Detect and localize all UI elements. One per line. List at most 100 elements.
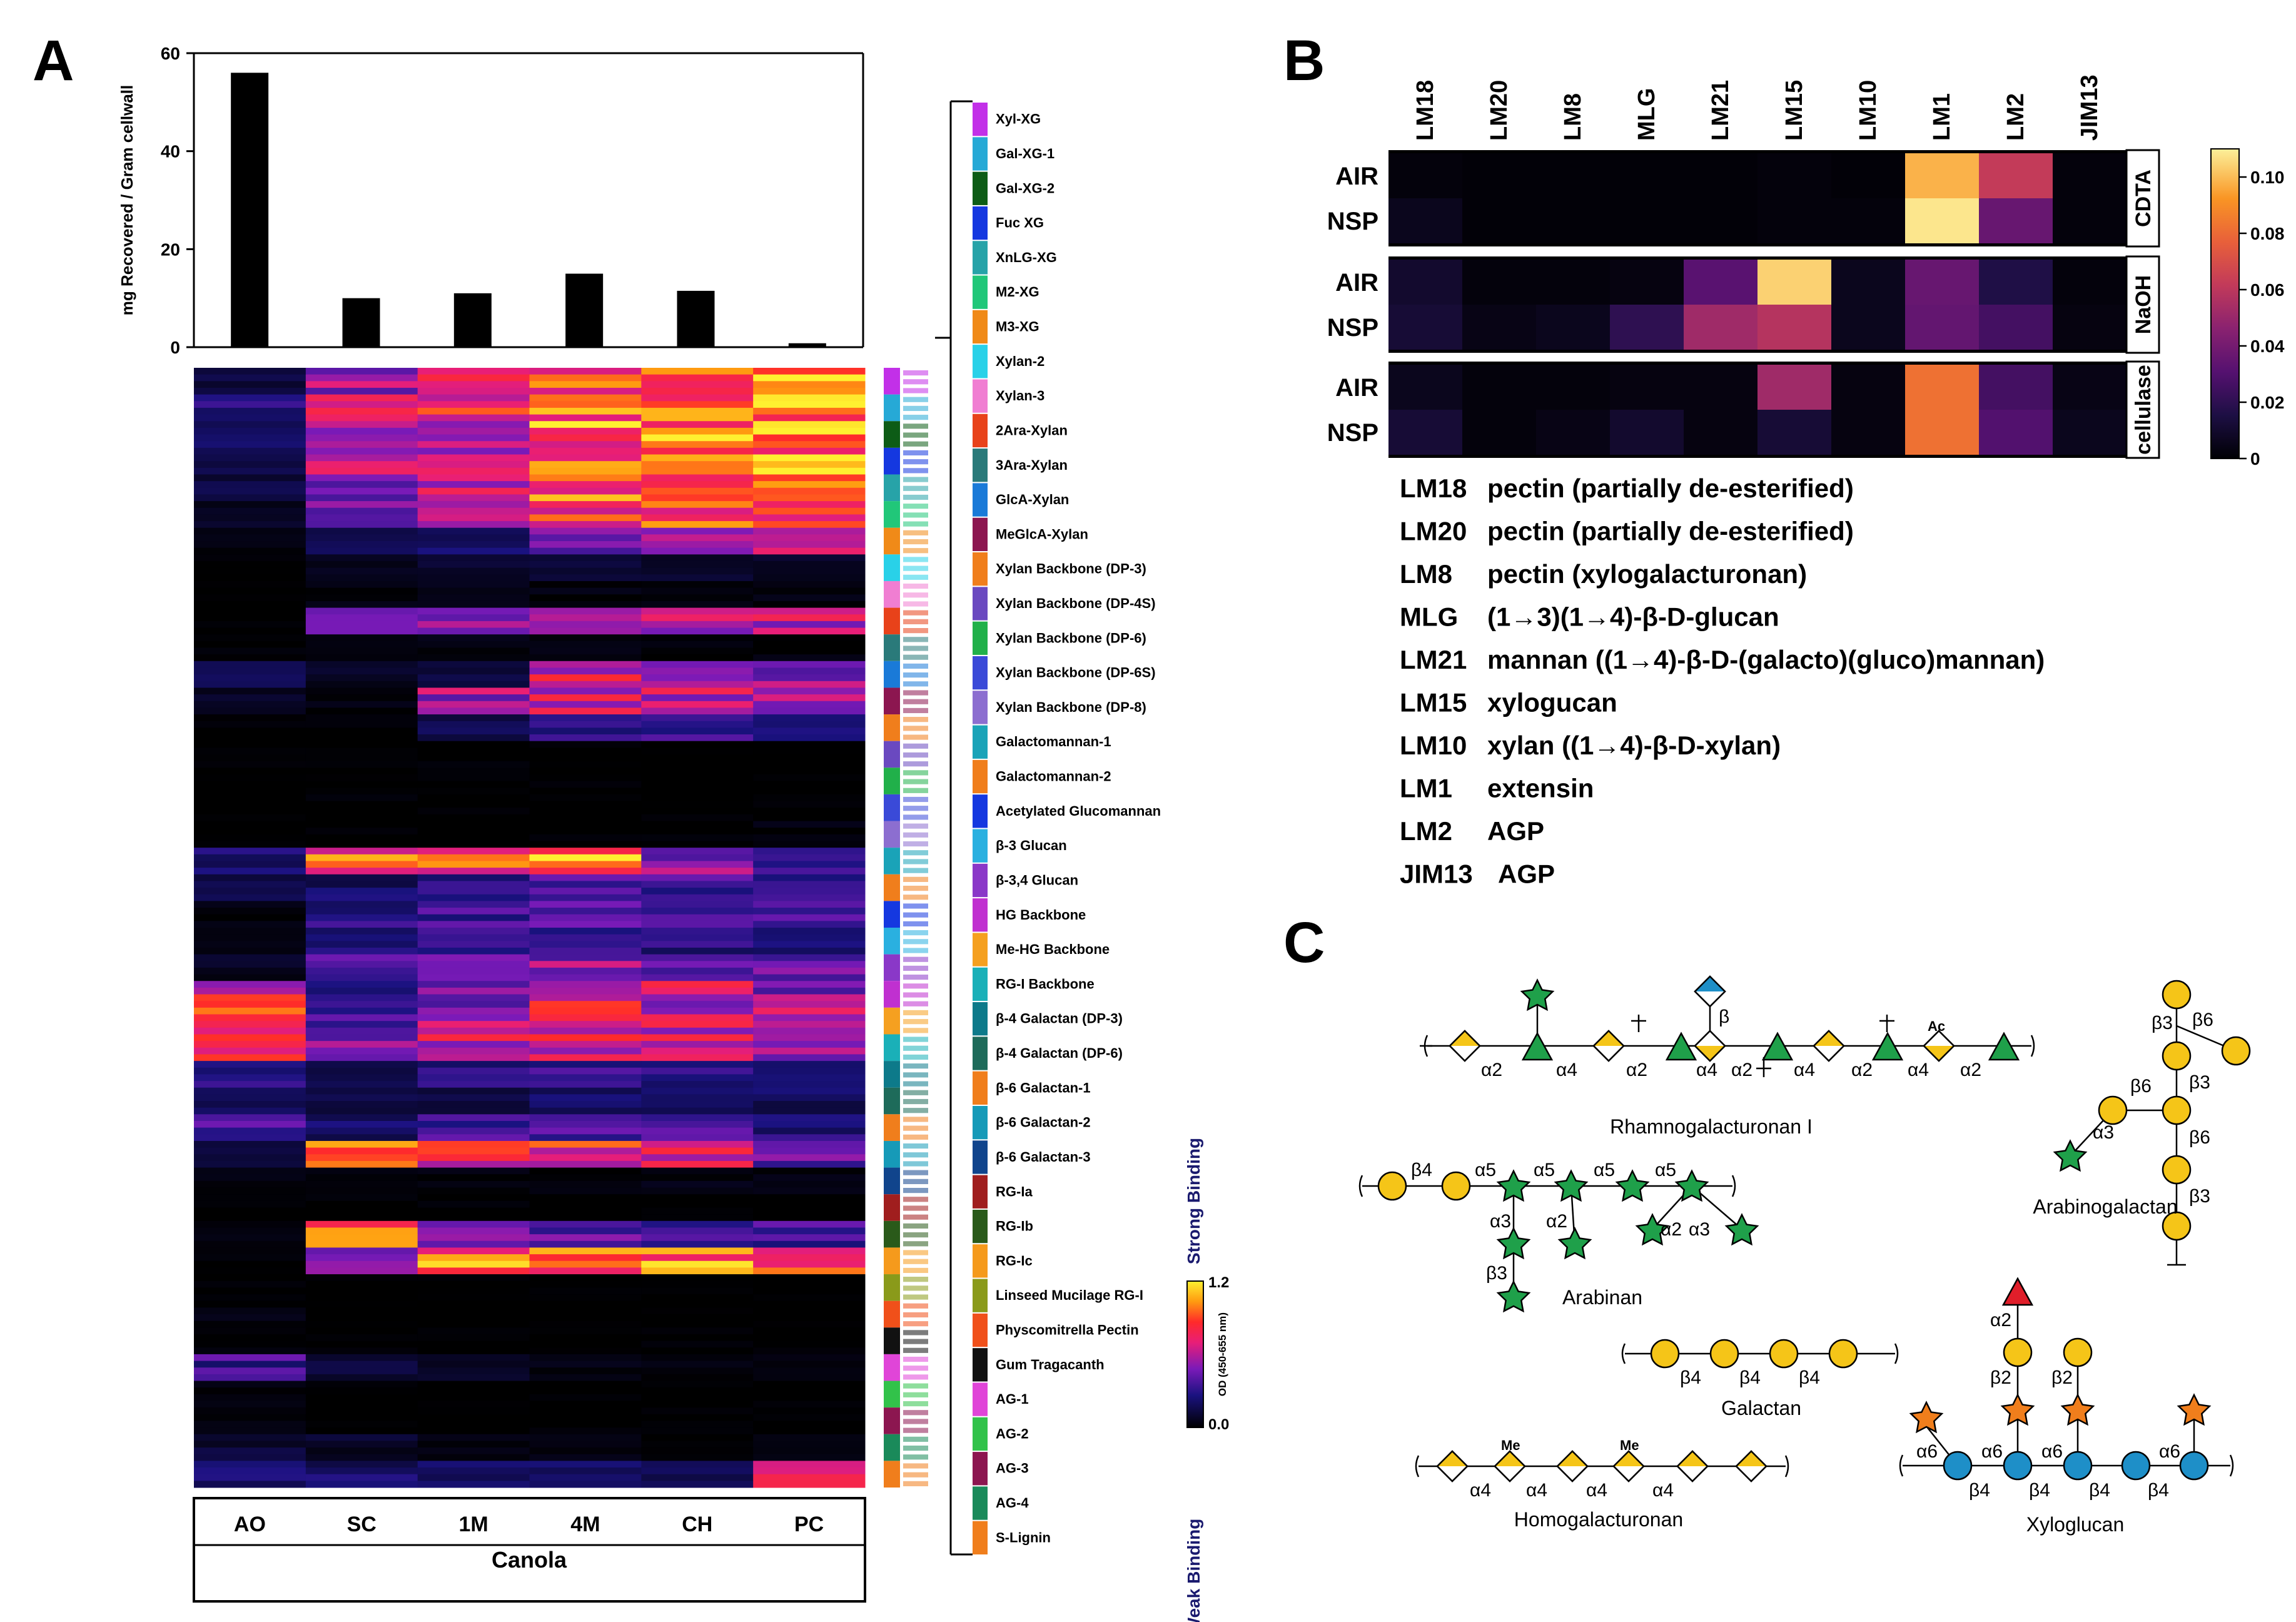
cluster-tiny-label — [903, 1178, 928, 1184]
heatmap-cell — [417, 828, 530, 835]
heatmap-cell — [305, 461, 418, 469]
heatmap-cell — [753, 1447, 866, 1455]
heatmap-cell — [417, 501, 530, 509]
heatmap-cell — [305, 661, 418, 668]
cluster-tiny-label — [903, 1427, 928, 1433]
heatmap-cell — [417, 1260, 530, 1268]
b-cbar-tick-label: 0.02 — [2250, 393, 2285, 412]
heatmap-cell — [417, 1381, 530, 1388]
b-col-label: LM20 — [1486, 80, 1512, 141]
heatmap-cell — [529, 808, 642, 815]
heatmap-cell — [305, 941, 418, 948]
heatmap-cell — [305, 1247, 418, 1255]
cluster-tiny-label — [903, 1161, 928, 1167]
cluster-tiny-label — [903, 1339, 928, 1344]
heatmap-cell — [641, 961, 754, 968]
heatmap-cell — [753, 934, 866, 941]
heatmap-cell — [529, 748, 642, 755]
heatmap-cell — [529, 634, 642, 642]
linkage-label: α4 — [1526, 1480, 1547, 1501]
linkage-label: β4 — [1411, 1160, 1432, 1180]
heatmap-col-label: SC — [347, 1513, 377, 1536]
heatmap-cell — [641, 1120, 754, 1128]
heatmap-cell — [417, 634, 530, 642]
cluster-tiny-label — [903, 992, 928, 998]
heatmap-cell — [194, 987, 306, 995]
cluster-name: β-6 Galactan-3 — [996, 1149, 1091, 1165]
b-cell — [2053, 305, 2127, 350]
heatmap-cell — [194, 567, 306, 575]
heatmap-cell — [641, 974, 754, 981]
b-cell — [1610, 365, 1684, 410]
heatmap-cell — [194, 501, 306, 509]
cluster-tiny-label — [903, 1277, 928, 1282]
heatmap-cell — [529, 614, 642, 622]
heatmap-cell — [305, 1320, 418, 1328]
heatmap-cell — [305, 1441, 418, 1448]
heatmap-cell — [305, 1361, 418, 1368]
heatmap-cell — [529, 1454, 642, 1461]
heatmap-cell — [194, 794, 306, 802]
heatmap-cell — [194, 1007, 306, 1015]
heatmap-cell — [753, 567, 866, 575]
linkage-label: α4 — [1652, 1480, 1674, 1501]
linkage-label: α4 — [1696, 1060, 1717, 1080]
b-cell — [1684, 198, 1758, 243]
heatmap-cell — [641, 707, 754, 715]
heatmap-cell — [305, 1341, 418, 1348]
heatmap-cell — [753, 1254, 866, 1262]
heatmap-cell — [529, 1127, 642, 1135]
heatmap-cell — [417, 981, 530, 988]
cluster-strip-swatch — [884, 447, 900, 475]
heatmap-cell — [753, 1394, 866, 1401]
heatmap-cell — [641, 687, 754, 695]
cluster-name: Gum Tragacanth — [996, 1357, 1105, 1372]
cluster-strip-swatch — [884, 1247, 900, 1275]
heatmap-cell — [529, 381, 642, 388]
cluster-color-bar — [973, 103, 988, 136]
heatmap-cell — [194, 821, 306, 828]
linkage-label: α2 — [1481, 1060, 1502, 1080]
heatmap-cell — [753, 1147, 866, 1155]
heatmap-cell — [194, 928, 306, 935]
heatmap-cell — [529, 1294, 642, 1302]
bar-ytick-label: 60 — [161, 44, 180, 63]
heatmap-cell — [529, 754, 642, 762]
heatmap-cell — [753, 1260, 866, 1268]
cluster-name: RG-Ic — [996, 1253, 1033, 1269]
heatmap-cell — [417, 1087, 530, 1095]
heatmap-cell — [305, 521, 418, 529]
cluster-tiny-label — [903, 921, 928, 926]
heatmap-cell — [305, 1187, 418, 1195]
heatmap-cell — [194, 587, 306, 595]
cluster-tiny-label — [903, 477, 928, 482]
heatmap-cell — [417, 1067, 530, 1075]
heatmap-cell — [753, 394, 866, 402]
cluster-name: Galactomannan-1 — [996, 734, 1111, 749]
arabinan-title: Arabinan — [1562, 1286, 1642, 1309]
heatmap-cell — [529, 841, 642, 848]
heatmap-cell — [417, 1307, 530, 1315]
heatmap-cell — [305, 1300, 418, 1308]
heatmap-cell — [194, 1120, 306, 1128]
b-cell — [1388, 153, 1463, 198]
heatmap-cell — [417, 801, 530, 808]
cluster-tiny-label — [903, 1001, 928, 1006]
cluster-tiny-label — [903, 1117, 928, 1122]
linkage-label: β2 — [1990, 1367, 2011, 1388]
heatmap-cell — [417, 1427, 530, 1435]
heatmap-cell — [194, 861, 306, 868]
b-col-label: LM8 — [1560, 93, 1586, 141]
heatmap-cell — [305, 494, 418, 502]
heatmap-cell — [753, 1180, 866, 1189]
heatmap-cell — [529, 1254, 642, 1262]
heatmap-cell — [529, 414, 642, 422]
cluster-tiny-label — [903, 1072, 928, 1078]
b-cell — [1831, 410, 1906, 455]
heatmap-cell — [753, 387, 866, 395]
heatmap-cell — [194, 1467, 306, 1475]
linkage-label: α2 — [1960, 1060, 1981, 1080]
heatmap-cell — [417, 1234, 530, 1242]
heatmap-cell — [194, 994, 306, 1001]
